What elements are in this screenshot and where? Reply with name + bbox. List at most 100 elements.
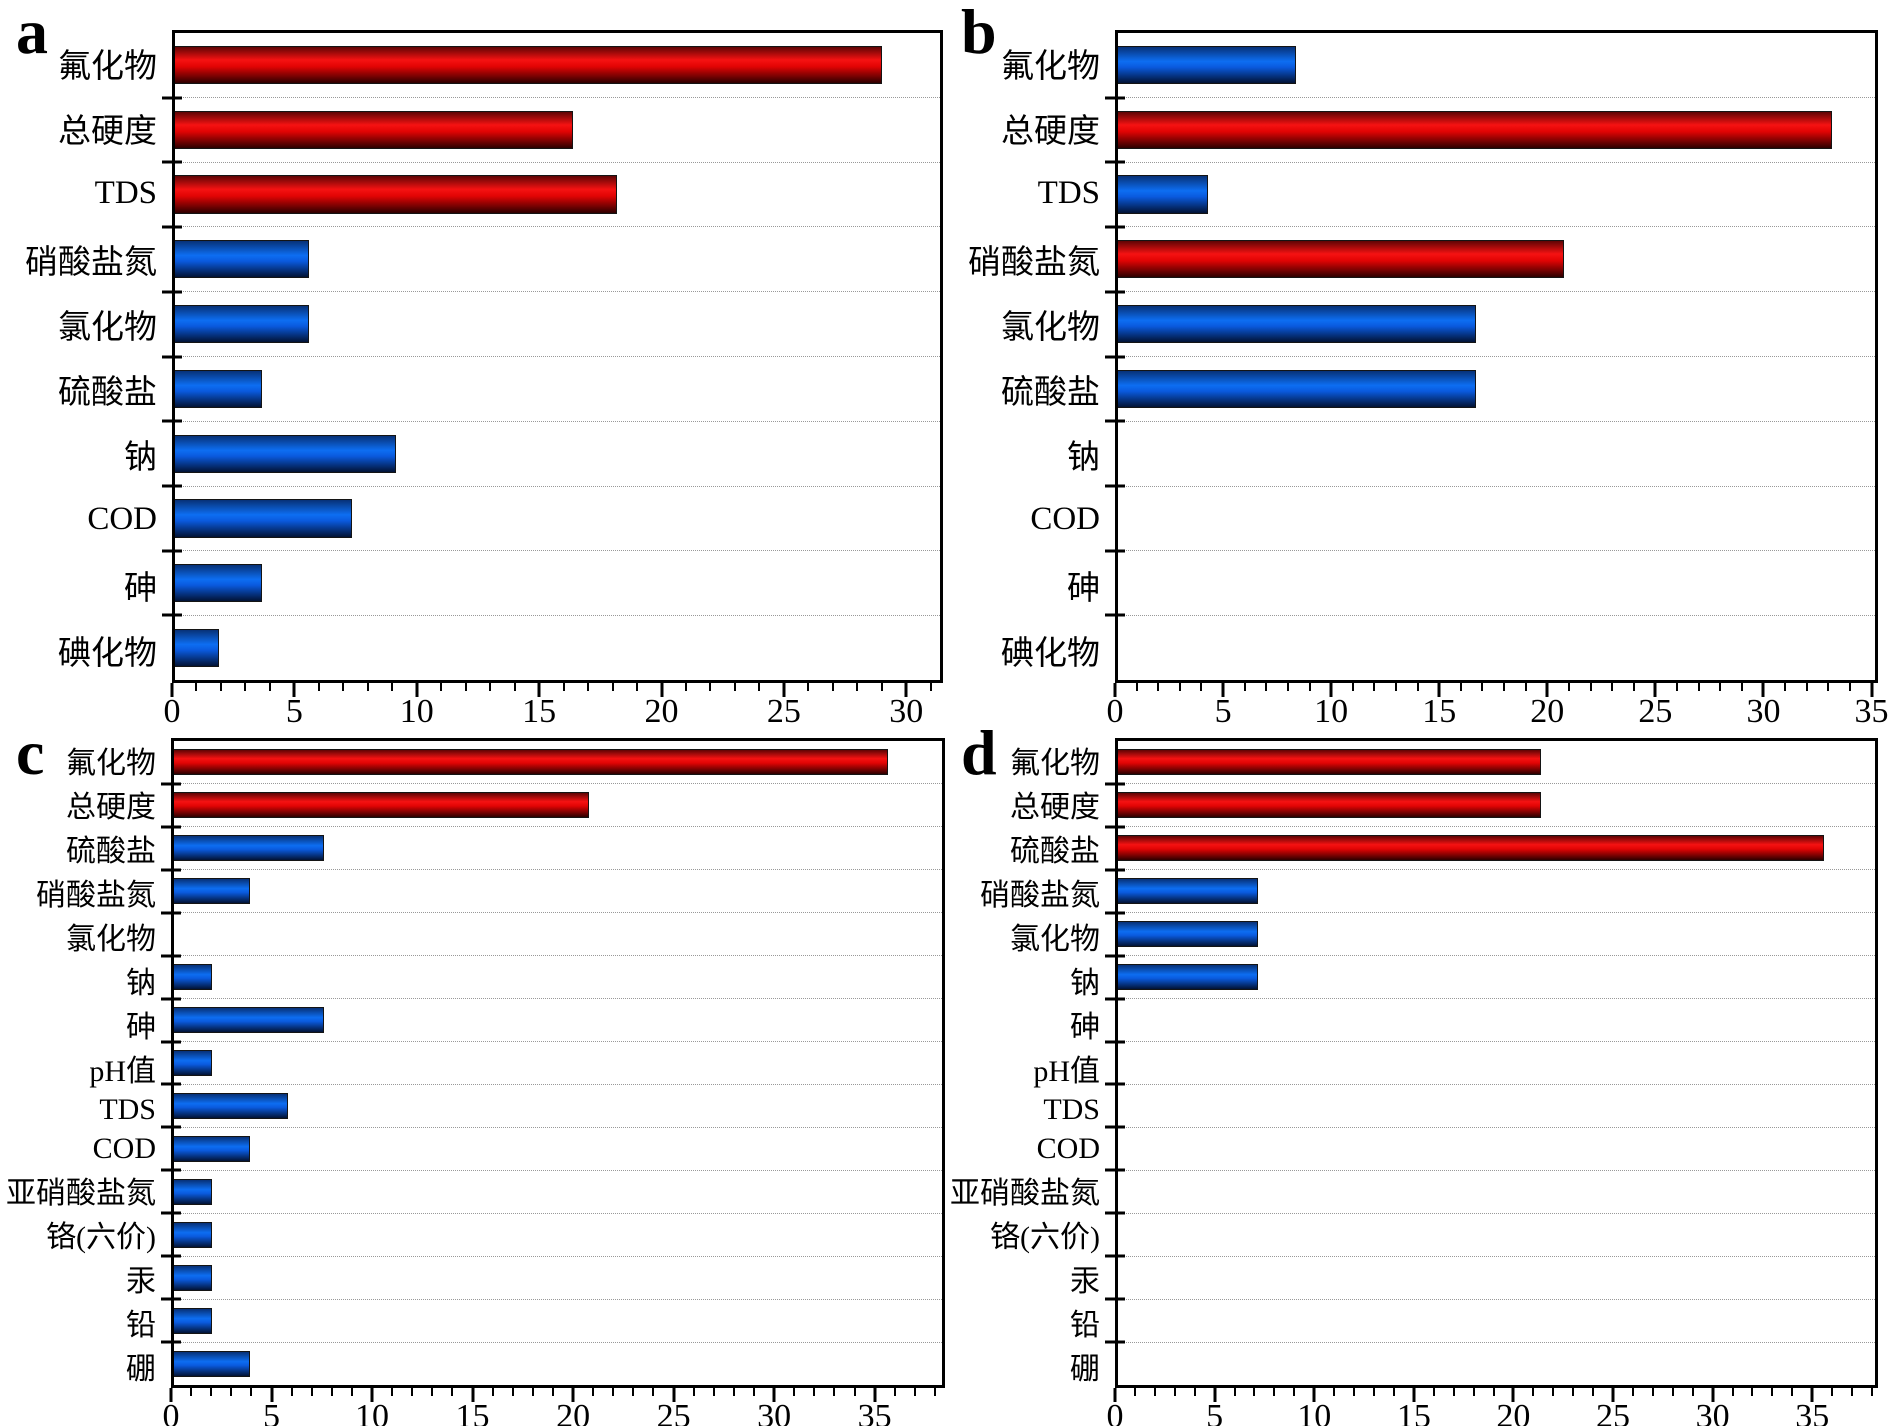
x-axis-minor-tick (833, 1388, 836, 1396)
category-label: 钠 (1067, 440, 1100, 477)
x-axis-minor-tick (1416, 683, 1419, 691)
y-axis-tick (162, 96, 182, 100)
x-axis-minor-tick (831, 683, 834, 691)
bar-row (1118, 1214, 1875, 1257)
category-label: 氯化物 (1001, 309, 1100, 346)
y-axis-tick (1105, 997, 1125, 1001)
x-axis-major-tick (1711, 1388, 1715, 1402)
x-axis-major-tick (415, 683, 419, 697)
x-axis-tick-label: 0 (162, 1398, 180, 1426)
y-axis-tick (1105, 1040, 1125, 1044)
bar (175, 240, 309, 279)
y-axis-tick (162, 225, 182, 229)
y-axis-tick (1105, 225, 1125, 229)
x-axis-major-tick (873, 1388, 877, 1402)
category-label: 铅 (126, 1309, 156, 1342)
bar-row (175, 33, 940, 98)
x-axis-major-tick (672, 1388, 676, 1402)
panel-a-plot-area (162, 30, 943, 683)
category-label: 氟化物 (58, 48, 157, 85)
x-axis-tick-label: 20 (1496, 1398, 1531, 1426)
x-axis-tick-label: 10 (1297, 1398, 1332, 1426)
x-axis-minor-tick (551, 1388, 554, 1396)
x-axis-minor-tick (451, 1388, 454, 1396)
bar (1118, 834, 1824, 862)
x-axis-minor-tick (1848, 683, 1851, 691)
category-label: 硝酸盐氮 (36, 879, 156, 912)
y-axis-tick (162, 419, 182, 423)
bar-row (174, 913, 942, 956)
bar-row (174, 870, 942, 913)
x-axis-tick-label: 35 (1795, 1398, 1830, 1426)
bar-row (174, 1343, 942, 1385)
bar (174, 877, 250, 905)
x-axis-major-tick (270, 1388, 274, 1402)
bar-row (1118, 487, 1875, 552)
y-axis-tick (161, 782, 181, 786)
panel-b: b 氟化物 总硬度 TDS 硝酸盐氮 氯化物 硫酸盐钠 COD 砷碘化物 0 5 10 15 20 25… (945, 0, 1890, 729)
bar (1118, 877, 1259, 905)
x-axis-minor-tick (1153, 1388, 1156, 1396)
panel-c-bars (174, 741, 942, 1385)
x-axis-minor-tick (511, 1388, 514, 1396)
panel-b-category-labels: 氟化物 总硬度 TDS 硝酸盐氮 氯化物 硫酸盐钠 COD 砷碘化物 (945, 30, 1107, 683)
y-axis-tick (1105, 782, 1125, 786)
y-axis-tick (1105, 1125, 1125, 1129)
y-axis-tick (161, 1340, 181, 1344)
panel-c-category-labels: 氟化物 总硬度 硫酸盐 硝酸盐氮 氯化物钠砷 pH值 TDS COD 亚硝酸盐氮 铬(六价) 汞铅硼 (0, 738, 163, 1388)
x-axis-minor-tick (1851, 1388, 1854, 1396)
bar (1118, 304, 1477, 344)
category-label: 碘化物 (1001, 636, 1100, 673)
x-axis-minor-tick (1243, 683, 1246, 691)
x-axis-minor-tick (1771, 1388, 1774, 1396)
y-axis-tick (162, 160, 182, 164)
x-axis-minor-tick (230, 1388, 233, 1396)
panel-a-bars (175, 33, 940, 680)
x-axis-major-tick (169, 1388, 173, 1402)
bar-row (175, 357, 940, 422)
category-label: 砷 (1070, 1011, 1100, 1044)
bar (174, 748, 889, 776)
x-axis-minor-tick (1791, 1388, 1794, 1396)
x-axis-minor-tick (1452, 1388, 1455, 1396)
bar-row (1118, 741, 1875, 784)
bar (1118, 240, 1565, 279)
x-axis-minor-tick (464, 683, 467, 691)
y-axis-tick (1105, 549, 1125, 553)
x-axis-minor-tick (1719, 683, 1722, 691)
category-label: 氟化物 (1010, 747, 1100, 780)
x-axis-minor-tick (793, 1388, 796, 1396)
y-axis-tick (161, 1125, 181, 1129)
bar-row (175, 98, 940, 163)
x-axis-minor-tick (489, 683, 492, 691)
y-axis-tick (161, 825, 181, 829)
bar (175, 499, 353, 538)
x-axis-minor-tick (190, 1388, 193, 1396)
x-axis-tick-label: 5 (285, 693, 303, 730)
x-axis-minor-tick (1827, 683, 1830, 691)
x-axis-minor-tick (1472, 1388, 1475, 1396)
x-axis-minor-tick (1532, 1388, 1535, 1396)
y-axis-tick (1105, 355, 1125, 358)
x-axis-tick-label: 20 (644, 693, 679, 730)
y-axis-tick (1105, 954, 1125, 958)
category-label: 铬(六价) (990, 1221, 1100, 1254)
panel-a: a 氟化物 总硬度 TDS 硝酸盐氮 氯化物 硫酸盐钠 COD 砷碘化物 0 5 10 15 20 25… (0, 0, 945, 729)
bar (174, 1092, 288, 1120)
bar-row (1118, 784, 1875, 827)
x-axis-major-tick (1113, 1388, 1117, 1402)
x-axis-major-tick (772, 1388, 776, 1402)
bar-row (175, 163, 940, 228)
x-axis-minor-tick (317, 683, 320, 691)
bar-row (175, 551, 940, 617)
x-axis-minor-tick (692, 1388, 695, 1396)
bar-row (174, 1171, 942, 1214)
bar (1118, 45, 1296, 85)
bar-row (174, 1214, 942, 1257)
y-axis-tick (161, 1040, 181, 1044)
category-label: TDS (94, 174, 157, 211)
x-axis-minor-tick (1589, 683, 1592, 691)
x-axis-major-tick (537, 683, 541, 697)
x-axis-minor-tick (531, 1388, 534, 1396)
